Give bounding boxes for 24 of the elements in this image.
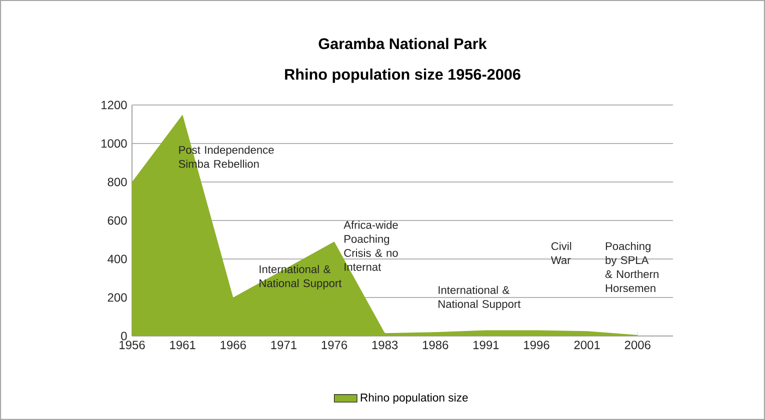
x-tick-label: 1986 — [422, 340, 448, 350]
annotation: Civil War — [550, 242, 572, 264]
y-tick-label: 0 — [121, 332, 127, 340]
chart-subtitle: Rhino population size 1956-2006 — [285, 68, 520, 83]
x-tick-label: 1976 — [322, 340, 348, 350]
x-tick-label: 1961 — [170, 340, 196, 350]
x-tick-label: 1991 — [474, 340, 499, 350]
y-tick-label: 400 — [108, 254, 127, 264]
x-tick-label: 1996 — [524, 340, 550, 350]
annotation: International & National Support — [438, 286, 521, 310]
chart-title: Garamba National Park — [318, 38, 487, 50]
y-tick-label: 600 — [108, 216, 127, 225]
y-tick-label: 200 — [108, 293, 127, 302]
x-tick-label: 2001 — [574, 340, 600, 350]
x-tick-label: 2006 — [624, 340, 650, 350]
x-tick-label: 1966 — [220, 340, 246, 350]
x-tick-label: 1983 — [372, 340, 398, 350]
x-tick-label: 1971 — [271, 340, 296, 350]
legend-label: Rhino population size — [360, 393, 468, 404]
y-tick-label: 800 — [108, 178, 127, 186]
annotation: Poaching by SPLA & Northern Horsemen — [605, 242, 658, 292]
y-tick-label: 1200 — [102, 100, 127, 110]
x-tick-label: 1956 — [120, 340, 145, 350]
y-tick-label: 1000 — [102, 139, 127, 148]
